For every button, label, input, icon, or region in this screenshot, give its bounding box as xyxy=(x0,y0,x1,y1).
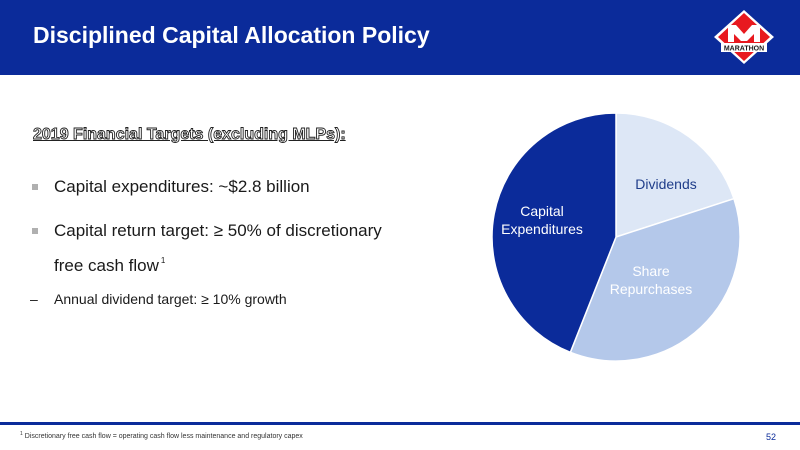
slide-title: Disciplined Capital Allocation Policy xyxy=(33,22,430,48)
bullet-square-icon xyxy=(32,228,38,234)
logo-wordmark: MARATHON xyxy=(724,46,764,53)
bullet-text-line2: free cash flow xyxy=(54,256,159,275)
pie-slice-capital-expenditures xyxy=(491,112,617,354)
sub-bullet-text: Annual dividend target: ≥ 10% growth xyxy=(54,291,287,307)
footnote-text: Discretionary free cash flow = operating… xyxy=(24,433,303,440)
sub-bullet-dash: – xyxy=(30,291,38,307)
pie-slice-share-repurchases xyxy=(569,197,741,362)
capital-allocation-pie-chart: Dividends Share Repurchases Capital Expe… xyxy=(491,112,741,362)
pie-slice-dividends xyxy=(615,112,735,239)
section-subtitle: 2019 Financial Targets (excluding MLPs): xyxy=(33,126,347,144)
pie-label-share-line1: Share xyxy=(632,263,670,279)
bullet-square-icon xyxy=(32,184,38,190)
title-bar: Disciplined Capital Allocation Policy MA… xyxy=(0,0,800,75)
footnote-reference: 1 xyxy=(160,256,166,265)
pie-label-capex-line2: Expenditures xyxy=(501,221,583,237)
marathon-logo-icon: MARATHON xyxy=(714,10,774,64)
footnote-marker: 1 xyxy=(20,431,23,437)
footnote: 1 Discretionary free cash flow = operatin… xyxy=(20,431,303,440)
bullet-text: Capital expenditures: ~$2.8 billion xyxy=(54,177,310,196)
pie-label-capex-line1: Capital xyxy=(520,203,564,219)
footer-divider xyxy=(0,422,800,425)
bullet-list: Capital expenditures: ~$2.8 billion Capi… xyxy=(30,172,450,309)
bullet-capital-return: Capital return target: ≥ 50% of discreti… xyxy=(30,216,450,281)
pie-label-share-line2: Repurchases xyxy=(610,281,693,297)
sub-bullet-dividend: – Annual dividend target: ≥ 10% growth xyxy=(30,289,450,309)
bullet-capex: Capital expenditures: ~$2.8 billion xyxy=(30,172,450,202)
bullet-text-line1: Capital return target: ≥ 50% of discreti… xyxy=(54,221,382,240)
pie-label-dividends: Dividends xyxy=(635,176,696,192)
page-number: 52 xyxy=(766,432,777,442)
